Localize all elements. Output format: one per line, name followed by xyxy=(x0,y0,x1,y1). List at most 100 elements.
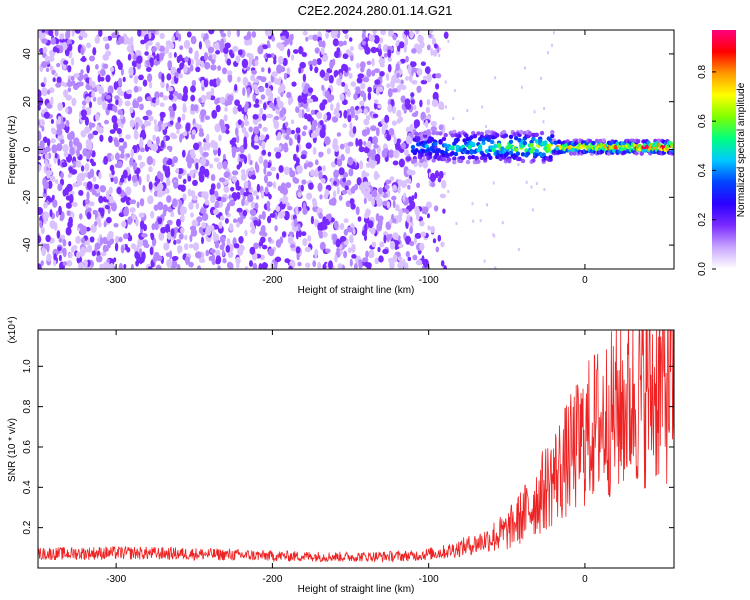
heatmap-cell xyxy=(391,195,397,201)
heatmap-cell xyxy=(438,170,444,179)
heatmap-cell xyxy=(306,192,313,200)
heatmap-cell xyxy=(295,157,300,165)
heatmap-cell xyxy=(133,130,139,140)
heatmap-cell xyxy=(135,218,139,227)
heatmap-cell xyxy=(261,113,267,121)
heatmap-cell xyxy=(304,246,311,253)
heatmap-cell xyxy=(75,235,81,244)
heatmap-cell xyxy=(409,220,414,228)
heatmap-cell xyxy=(101,92,105,102)
heatmap-cell xyxy=(173,239,177,245)
heatmap-cell xyxy=(198,226,203,234)
heatmap-cell xyxy=(170,228,175,237)
heatmap-cell xyxy=(312,260,317,268)
heatmap-cell xyxy=(520,85,523,89)
heatmap-cell xyxy=(202,151,209,157)
heatmap-cell xyxy=(56,62,61,68)
heatmap-cell xyxy=(360,90,365,96)
heatmap-cell xyxy=(385,179,392,185)
heatmap-cell xyxy=(54,30,59,37)
heatmap-cell xyxy=(106,233,111,242)
heatmap-cell xyxy=(403,44,407,53)
heatmap-cell xyxy=(268,248,275,257)
heatmap-cell xyxy=(78,189,84,196)
heatmap-cell xyxy=(273,181,277,189)
heatmap-cell xyxy=(71,97,77,107)
heatmap-cell xyxy=(167,86,174,92)
heatmap-cell xyxy=(447,189,450,193)
heatmap-cell xyxy=(290,119,295,125)
heatmap-cell xyxy=(343,250,348,259)
heatmap-cell xyxy=(166,73,172,81)
heatmap-cell xyxy=(43,76,47,85)
heatmap-cell xyxy=(522,130,527,136)
heatmap-cell xyxy=(248,126,253,133)
heatmap-cell xyxy=(355,137,359,147)
heatmap-cell xyxy=(199,258,206,263)
heatmap-cell xyxy=(41,38,48,44)
heatmap-cell xyxy=(375,213,380,222)
heatmap-cell xyxy=(242,87,246,97)
heatmap-cell xyxy=(359,160,364,170)
heatmap-cell xyxy=(165,45,170,54)
heatmap-cell xyxy=(413,104,417,111)
heatmap-cell xyxy=(118,212,125,218)
heatmap-cell xyxy=(356,177,362,186)
heatmap-cell xyxy=(236,207,243,213)
heatmap-cell xyxy=(293,153,297,161)
heatmap-cell xyxy=(98,207,103,213)
heatmap-cell xyxy=(405,179,412,184)
heatmap-cell xyxy=(118,137,125,143)
heatmap-cell xyxy=(336,132,342,137)
heatmap-cell xyxy=(467,155,472,160)
heatmap-cell xyxy=(80,226,85,235)
heatmap-cell xyxy=(405,235,412,245)
heatmap-cell xyxy=(318,151,324,157)
heatmap-cell xyxy=(411,112,418,117)
heatmap-cell xyxy=(339,223,345,230)
heatmap-cell xyxy=(204,199,210,206)
heatmap-cell xyxy=(76,148,80,157)
heatmap-cell xyxy=(136,55,143,64)
heatmap-cell xyxy=(135,122,139,130)
heatmap-cell xyxy=(371,148,376,156)
heatmap-cell xyxy=(58,205,62,216)
heatmap-cell xyxy=(391,105,397,114)
heatmap-cell xyxy=(129,119,135,128)
heatmap-cell xyxy=(218,134,222,142)
heatmap-cell xyxy=(349,37,353,42)
heatmap-cell xyxy=(38,207,43,215)
heatmap-cell xyxy=(68,166,73,172)
heatmap-cell xyxy=(338,167,345,176)
heatmap-cell xyxy=(290,33,294,41)
heatmap-cell xyxy=(166,231,172,240)
heatmap-cell xyxy=(166,175,170,185)
heatmap-cell xyxy=(198,97,202,103)
heatmap-cell xyxy=(349,258,353,267)
heatmap-cell xyxy=(347,114,352,123)
heatmap-cell xyxy=(139,198,145,207)
heatmap-cell xyxy=(265,82,269,89)
heatmap-cell xyxy=(235,146,241,152)
heatmap-cell xyxy=(102,63,109,69)
heatmap-cell xyxy=(126,89,133,95)
heatmap-cell xyxy=(543,188,546,191)
heatmap-cell xyxy=(285,31,290,39)
heatmap-cell xyxy=(82,182,88,187)
heatmap-cell xyxy=(519,129,524,135)
heatmap-cell xyxy=(99,263,104,269)
heatmap-cell xyxy=(210,87,215,96)
heatmap-cell xyxy=(284,121,289,128)
heatmap-cell xyxy=(392,184,397,192)
heatmap-cell xyxy=(223,46,229,55)
heatmap-cell xyxy=(427,213,430,219)
heatmap-cell xyxy=(160,226,167,234)
spectrogram-y-tick-label: -40 xyxy=(22,237,33,252)
heatmap-cell xyxy=(79,213,83,220)
heatmap-cell xyxy=(412,254,418,261)
heatmap-cell xyxy=(260,94,266,100)
heatmap-cell xyxy=(508,150,514,155)
heatmap-cell xyxy=(155,136,160,146)
heatmap-cell xyxy=(146,96,153,102)
heatmap-cell xyxy=(125,186,132,196)
